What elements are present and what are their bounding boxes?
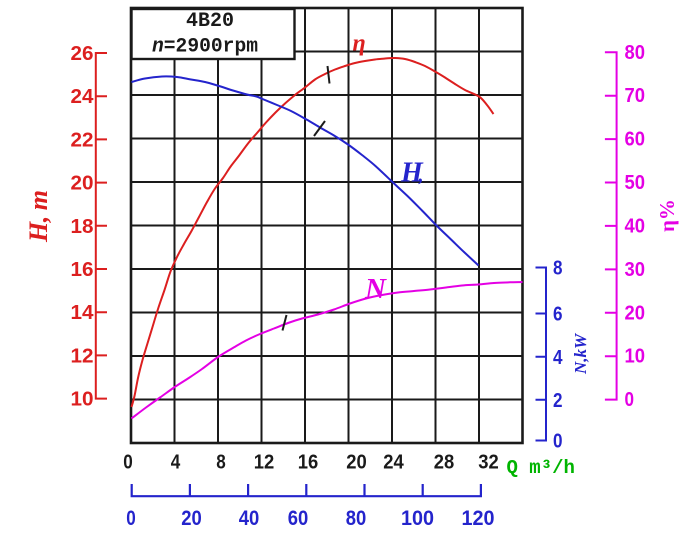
svg-text:N: N bbox=[364, 273, 387, 305]
svg-text:Q m³/h: Q m³/h bbox=[507, 457, 575, 479]
svg-text:η: η bbox=[353, 31, 366, 57]
svg-text:H, m: H, m bbox=[24, 190, 53, 243]
svg-text:0: 0 bbox=[123, 451, 133, 473]
svg-text:10: 10 bbox=[71, 389, 94, 411]
svg-text:80: 80 bbox=[346, 507, 367, 530]
svg-text:10: 10 bbox=[625, 346, 646, 368]
svg-text:18: 18 bbox=[71, 216, 94, 238]
svg-text:8: 8 bbox=[553, 258, 563, 280]
svg-text:0: 0 bbox=[126, 507, 136, 530]
svg-text:100: 100 bbox=[401, 507, 434, 530]
svg-text:N,kW: N,kW bbox=[571, 332, 590, 375]
svg-text:32: 32 bbox=[478, 451, 499, 473]
svg-text:60: 60 bbox=[288, 507, 309, 530]
svg-text:30: 30 bbox=[625, 259, 646, 281]
svg-text:50: 50 bbox=[625, 172, 646, 194]
svg-text:20: 20 bbox=[625, 302, 646, 324]
svg-text:20: 20 bbox=[71, 173, 94, 195]
svg-text:24: 24 bbox=[383, 451, 404, 473]
svg-text:4B20: 4B20 bbox=[186, 10, 234, 33]
svg-text:120: 120 bbox=[462, 507, 495, 530]
svg-text:40: 40 bbox=[625, 215, 646, 237]
svg-text:0: 0 bbox=[553, 431, 563, 453]
svg-text:2: 2 bbox=[553, 390, 563, 412]
svg-text:22: 22 bbox=[71, 129, 94, 151]
svg-text:η%: η% bbox=[655, 199, 679, 232]
svg-text:80: 80 bbox=[625, 42, 646, 64]
svg-text:20: 20 bbox=[346, 451, 367, 473]
svg-text:6: 6 bbox=[553, 304, 563, 326]
svg-text:60: 60 bbox=[625, 129, 646, 151]
svg-text:70: 70 bbox=[625, 85, 646, 107]
svg-text:4: 4 bbox=[553, 347, 563, 369]
svg-text:12: 12 bbox=[71, 345, 94, 367]
svg-text:0: 0 bbox=[625, 389, 635, 411]
svg-text:40: 40 bbox=[239, 507, 260, 530]
svg-text:24: 24 bbox=[71, 86, 95, 108]
svg-text:12: 12 bbox=[254, 451, 275, 473]
svg-text:n=2900rpm: n=2900rpm bbox=[152, 36, 258, 59]
svg-text:8: 8 bbox=[216, 451, 226, 473]
svg-text:4: 4 bbox=[171, 451, 181, 473]
svg-text:14: 14 bbox=[71, 302, 95, 324]
svg-text:28: 28 bbox=[434, 451, 455, 473]
svg-text:26: 26 bbox=[71, 43, 94, 65]
svg-text:16: 16 bbox=[298, 451, 319, 473]
svg-text:16: 16 bbox=[71, 259, 94, 281]
svg-text:20: 20 bbox=[181, 507, 202, 530]
